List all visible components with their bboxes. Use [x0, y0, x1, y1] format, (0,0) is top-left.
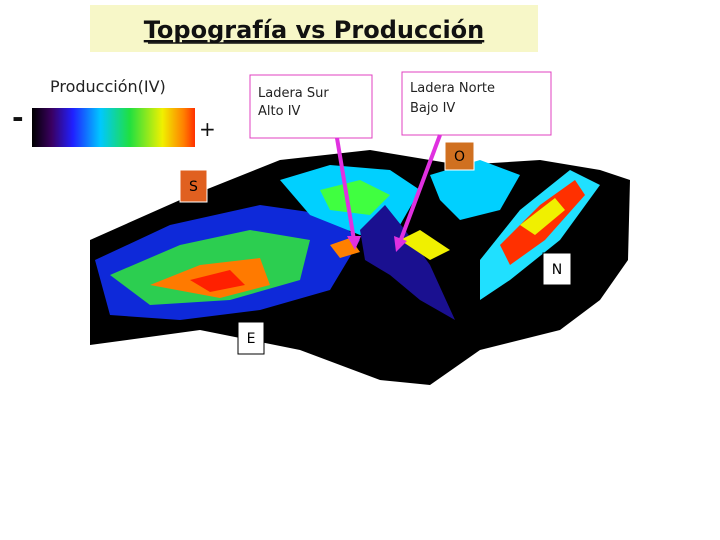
direction-box — [542, 252, 572, 286]
callout-text: Ladera Norte Bajo IV — [410, 81, 495, 116]
direction-label: S — [189, 179, 198, 195]
direction-box — [237, 321, 265, 355]
callout-arrow — [335, 137, 356, 241]
callout-line: Alto IV — [258, 104, 301, 119]
terrain-image — [90, 150, 630, 385]
callout-line: Ladera Sur — [258, 86, 329, 101]
legend-low: - — [12, 101, 24, 134]
legend-high: + — [199, 117, 216, 141]
callout-box — [249, 74, 373, 139]
callout-line: Ladera Norte — [410, 81, 495, 96]
title-box — [90, 5, 538, 52]
legend-gradient — [32, 108, 195, 147]
title: Topografía vs Producción — [144, 16, 485, 44]
direction-label: E — [247, 331, 256, 347]
arrow-head — [394, 236, 407, 252]
direction-box — [179, 169, 208, 203]
callout-text: Ladera Sur Alto IV — [258, 86, 329, 119]
legend-label: Producción(IV) — [50, 77, 166, 96]
direction-label: O — [454, 149, 465, 165]
callout-box — [401, 71, 552, 136]
arrow-head — [347, 236, 361, 250]
callout-arrow — [398, 134, 442, 243]
direction-box — [444, 141, 475, 171]
direction-label: N — [552, 262, 562, 278]
callout-line: Bajo IV — [410, 101, 455, 116]
